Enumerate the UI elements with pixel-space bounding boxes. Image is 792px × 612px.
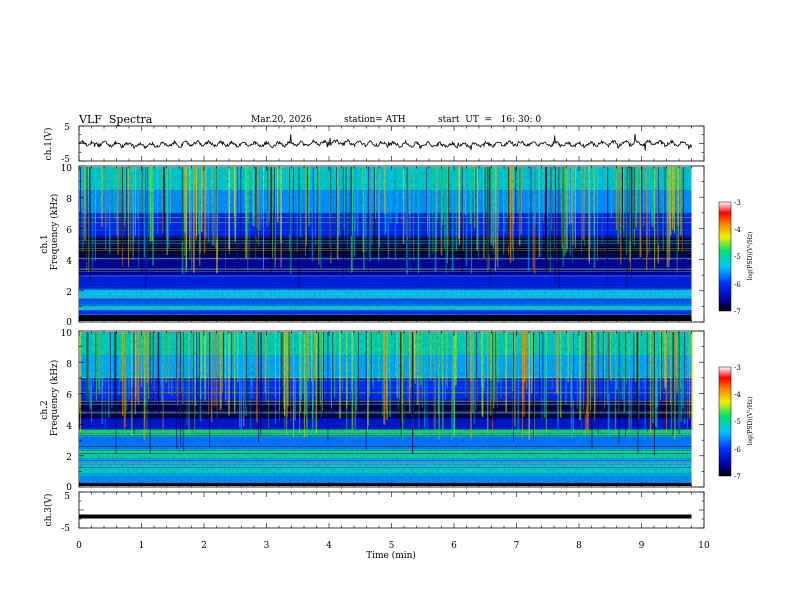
spec2-ylabel-channel: ch.2 xyxy=(40,400,50,419)
ch3-ytick-5: 5 xyxy=(64,492,70,502)
colorbar-1-tick-6: -6 xyxy=(734,281,741,289)
station-label: station= ATH xyxy=(344,115,406,125)
spec1-ytick-0: 0 xyxy=(66,318,72,328)
spec1-ytick-2: 2 xyxy=(66,288,72,298)
xtick-3: 3 xyxy=(264,541,270,551)
colorbar-1: -3 -4 -5 -6 -7 log(PSD)(V²/Hz) xyxy=(718,199,754,316)
colorbar-2-tick-3: -3 xyxy=(734,364,741,372)
colorbar-1-tick-5: -5 xyxy=(734,253,741,261)
colorbar-1-label: log(PSD)(V²/Hz) xyxy=(747,232,754,281)
colorbar-1-tick-3: -3 xyxy=(734,199,741,207)
spec2-ytick-4: 4 xyxy=(66,422,72,432)
xtick-5: 5 xyxy=(389,541,395,551)
colorbar-2: -3 -4 -5 -6 -7 log(PSD)(V²/Hz) xyxy=(718,364,754,481)
ch1-ylabel: ch.1(V) xyxy=(43,128,54,161)
colorbar-2-tick-6: -6 xyxy=(734,446,741,454)
axis-ticks xyxy=(78,125,705,529)
colorbar-1-tick-4: -4 xyxy=(734,226,741,234)
start-time-label: start UT = 16: 30: 0 xyxy=(438,115,542,125)
ch1-ytick-5: 5 xyxy=(64,123,70,133)
spec2-ytick-2: 2 xyxy=(66,453,72,463)
xtick-4: 4 xyxy=(326,541,332,551)
xtick-10: 10 xyxy=(698,541,710,551)
spec2-ylabel-frequency: Frequency (kHz) xyxy=(49,360,60,437)
chart-title: VLF Spectra xyxy=(79,113,153,126)
colorbar-2-tick-7: -7 xyxy=(734,473,741,481)
colorbar-2-gradient xyxy=(718,366,732,477)
ch3-panel-frame xyxy=(78,491,705,529)
ch2-spectrogram xyxy=(79,332,693,486)
xtick-8: 8 xyxy=(576,541,582,551)
x-axis-label: Time (min) xyxy=(366,550,416,561)
xtick-9: 9 xyxy=(639,541,645,551)
colorbar-1-tick-7: -7 xyxy=(734,308,741,316)
colorbar-2-tick-4: -4 xyxy=(734,391,741,399)
colorbar-2-label: log(PSD)(V²/Hz) xyxy=(747,397,754,446)
spec1-ytick-6: 6 xyxy=(66,226,72,236)
xtick-2: 2 xyxy=(201,541,207,551)
xtick-1: 1 xyxy=(139,541,145,551)
colorbar-2-tick-5: -5 xyxy=(734,418,741,426)
spec1-ytick-10: 10 xyxy=(61,164,73,174)
xtick-6: 6 xyxy=(451,541,457,551)
ch2-spectrogram-sferic-streak xyxy=(691,332,693,431)
ch1-waveform-line xyxy=(78,133,692,151)
ch1-ytick-neg5: -5 xyxy=(61,155,70,165)
spec1-ylabel-channel: ch.1 xyxy=(40,234,50,253)
spec1-ylabel-frequency: Frequency (kHz) xyxy=(49,194,60,271)
ch3-ylabel: ch.3(V) xyxy=(43,494,54,527)
spec1-ytick-4: 4 xyxy=(66,257,72,267)
xtick-0: 0 xyxy=(76,541,82,551)
colorbar-1-gradient xyxy=(718,201,732,312)
xtick-7: 7 xyxy=(514,541,520,551)
ch1-spectrogram xyxy=(79,167,692,321)
spec1-ytick-8: 8 xyxy=(66,195,72,205)
ch2-spectrogram-texture xyxy=(79,332,692,486)
ch3-ytick-neg5: -5 xyxy=(61,524,70,534)
spec2-ytick-8: 8 xyxy=(66,360,72,370)
ch1-spectrogram-texture xyxy=(79,167,692,321)
spec2-ytick-10: 10 xyxy=(61,329,73,339)
spec2-ytick-6: 6 xyxy=(66,391,72,401)
spec2-ytick-0: 0 xyxy=(66,483,72,493)
date-label: Mar.20, 2026 xyxy=(251,115,312,125)
